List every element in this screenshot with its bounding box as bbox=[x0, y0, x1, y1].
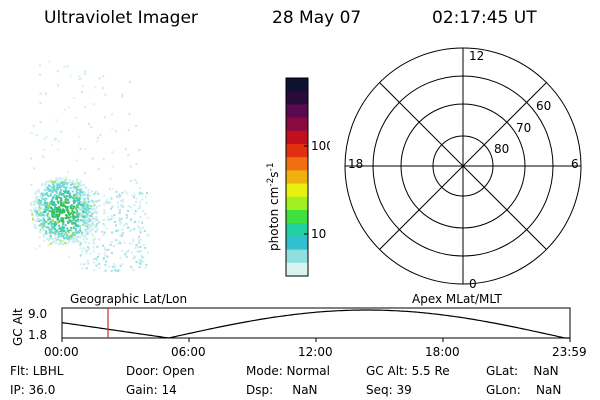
time-label: 02:17:45 UT bbox=[432, 8, 537, 28]
colorbar-swatch bbox=[286, 262, 308, 277]
uv-image-panel bbox=[29, 60, 150, 272]
colorbar-swatch bbox=[286, 117, 308, 132]
uv-image-pixels bbox=[29, 60, 150, 272]
timeline-ymax: 9.0 bbox=[28, 307, 47, 321]
colorbar-swatch bbox=[286, 130, 308, 145]
lat-label-80: 80 bbox=[494, 142, 509, 156]
colorbar-frame bbox=[285, 77, 309, 277]
glat-label: GLat: NaN bbox=[486, 364, 559, 378]
lat-label-70: 70 bbox=[516, 121, 531, 135]
colorbar-swatch bbox=[286, 104, 308, 119]
colorbar-swatches bbox=[286, 78, 308, 277]
colorbar-swatch bbox=[286, 196, 308, 211]
x-tick-label: 00:00 bbox=[44, 345, 79, 359]
orbit-timeline: Geographic Lat/Lon Apex MLat/MLT 9.0 1.8… bbox=[11, 292, 587, 359]
date-label: 28 May 07 bbox=[272, 8, 362, 28]
colorbar-unit-label: photon cm-2s-1 bbox=[266, 162, 281, 251]
timeline-ylabel: GC Alt bbox=[11, 308, 25, 346]
glon-label: GLon: NaN bbox=[486, 383, 562, 397]
x-tick-label: 23:59 bbox=[552, 345, 587, 359]
timeline-ymin: 1.8 bbox=[28, 328, 47, 342]
mlt-label-18: 18 bbox=[348, 157, 363, 171]
colorbar-label-10: 10 bbox=[311, 227, 326, 241]
ip-label: IP: 36.0 bbox=[10, 383, 56, 397]
filter-label: Flt: LBHL bbox=[10, 364, 64, 378]
mlt-label-6: 6 bbox=[571, 157, 579, 171]
mode-label: Mode: Normal bbox=[246, 364, 330, 378]
colorbar-swatch bbox=[286, 91, 308, 105]
door-label: Door: Open bbox=[126, 364, 195, 378]
seq-label: Seq: 39 bbox=[366, 383, 412, 397]
colorbar-swatch bbox=[286, 170, 308, 185]
colorbar-swatch bbox=[286, 249, 308, 264]
gain-label: Gain: 14 bbox=[126, 383, 177, 397]
timeline-x-ticks: 00:00 06:00 12:00 18:00 23:59 bbox=[44, 338, 587, 359]
mlt-label-0: 0 bbox=[469, 277, 477, 291]
mlt-label-12: 12 bbox=[469, 49, 484, 63]
colorbar-swatch bbox=[286, 236, 308, 251]
lat-label-60: 60 bbox=[536, 99, 551, 113]
x-tick-label: 18:00 bbox=[425, 345, 460, 359]
colorbar-swatch bbox=[286, 144, 308, 158]
altitude-curve bbox=[61, 309, 570, 339]
colorbar: 100 10 photon cm-2s-1 bbox=[266, 77, 330, 277]
timeline-left-title: Geographic Lat/Lon bbox=[70, 292, 187, 306]
gc-alt-label: GC Alt: 5.5 Re bbox=[366, 364, 450, 378]
timeline-right-title: Apex MLat/MLT bbox=[412, 292, 502, 306]
colorbar-swatch bbox=[286, 78, 308, 92]
app-title: Ultraviolet Imager bbox=[44, 8, 198, 28]
colorbar-swatch bbox=[286, 157, 308, 171]
polar-plot: 12 18 6 0 60 70 80 bbox=[344, 47, 582, 291]
colorbar-swatch bbox=[286, 223, 308, 237]
polar-diagonal-2 bbox=[379, 82, 547, 250]
colorbar-label-100: 100 bbox=[311, 139, 330, 153]
x-tick-label: 06:00 bbox=[171, 345, 206, 359]
dsp-label: Dsp: NaN bbox=[246, 383, 318, 397]
colorbar-swatch bbox=[286, 183, 308, 198]
x-tick-label: 12:00 bbox=[298, 345, 333, 359]
colorbar-swatch bbox=[286, 210, 308, 224]
